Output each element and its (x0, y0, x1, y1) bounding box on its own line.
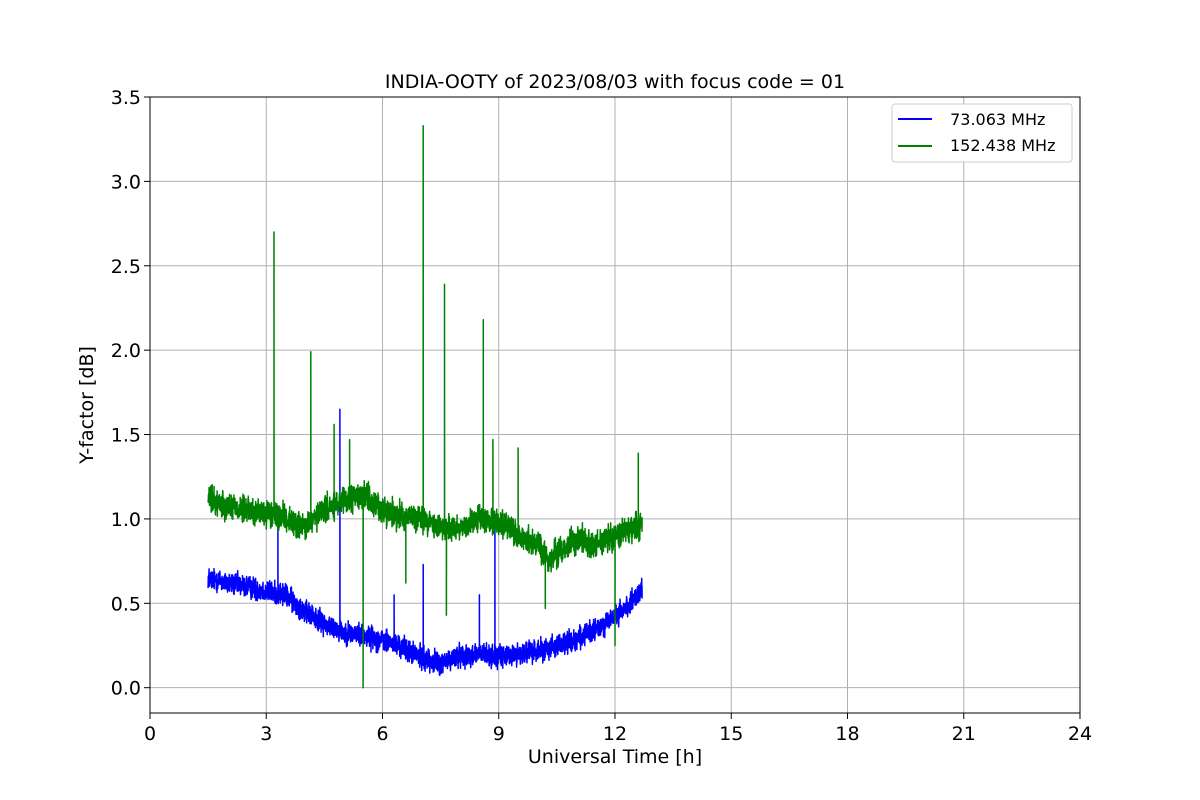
data-series (207, 124, 643, 689)
x-axis-label: Universal Time [h] (528, 746, 702, 768)
y-tick-label: 1.5 (111, 425, 141, 447)
x-tick-label: 6 (376, 723, 388, 745)
y-tick-label: 2.0 (111, 340, 141, 362)
x-tick-label: 0 (144, 723, 156, 745)
x-tick-label: 18 (835, 723, 859, 745)
axis-ticks: 0 3 6 9 12 15 18 21 24 0.0 0.5 1.0 1.5 2.0 2.5 3.0 3.5 (111, 87, 1092, 745)
x-tick-label: 3 (260, 723, 272, 745)
legend-label-73mhz: 73.063 MHz (945, 110, 1045, 129)
y-tick-label: 1.0 (111, 509, 141, 531)
series-line-1 (207, 124, 643, 689)
x-tick-label: 15 (719, 723, 743, 745)
y-tick-label: 0.0 (111, 678, 141, 700)
y-tick-label: 3.0 (111, 171, 141, 193)
y-tick-label: 3.5 (111, 87, 141, 109)
y-axis-label: Y-factor [dB] (76, 346, 98, 465)
y-tick-label: 2.5 (111, 256, 141, 278)
x-tick-label: 21 (952, 723, 976, 745)
y-tick-label: 0.5 (111, 593, 141, 615)
legend-box (891, 103, 1073, 163)
x-tick-label: 12 (603, 723, 627, 745)
legend-label-152mhz: 152.438 MHz (950, 136, 1055, 155)
legend: 73.063 MHz 152.438 MHz (891, 103, 1073, 163)
series-line-0 (207, 408, 643, 677)
chart-title: INDIA-OOTY of 2023/08/03 with focus code… (385, 71, 845, 93)
x-tick-label: 9 (493, 723, 505, 745)
x-tick-label: 24 (1068, 723, 1092, 745)
